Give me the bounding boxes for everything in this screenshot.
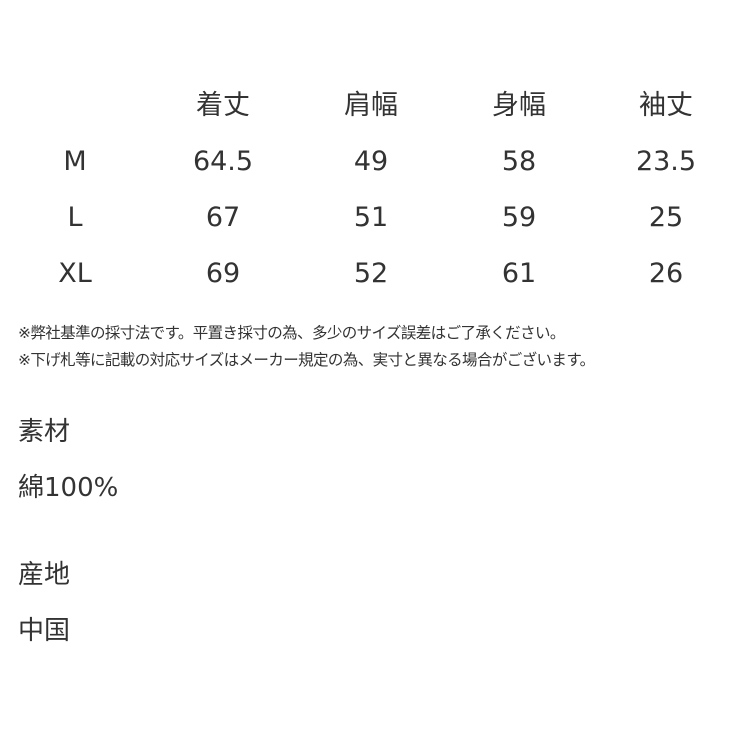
size-label: L: [67, 202, 83, 233]
material-label: 素材: [18, 417, 71, 447]
header-sleeve: 袖丈: [639, 90, 693, 121]
table-cell: 51: [353, 202, 389, 233]
header-chest: 身幅: [492, 90, 546, 121]
table-cell: 58: [501, 146, 537, 177]
table-cell: 64.5: [192, 146, 254, 177]
size-label: M: [63, 146, 87, 177]
size-label: XL: [58, 258, 92, 289]
table-cell: 26: [648, 258, 684, 289]
table-cell: 59: [501, 202, 537, 233]
measurement-note: ※弊社基準の採寸法です。平置き採寸の為、多少のサイズ誤差はご了承ください。: [18, 324, 565, 342]
table-cell: 49: [353, 146, 389, 177]
table-cell: 52: [353, 258, 389, 289]
origin-value: 中国: [18, 616, 71, 646]
header-length: 着丈: [196, 90, 250, 121]
size-tag-note: ※下げ札等に記載の対応サイズはメーカー規定の為、実寸と異なる場合がございます。: [18, 351, 595, 369]
header-shoulder: 肩幅: [344, 90, 398, 121]
origin-label: 産地: [18, 560, 71, 590]
table-cell: 25: [648, 202, 684, 233]
table-cell: 69: [205, 258, 241, 289]
table-cell: 67: [205, 202, 241, 233]
table-cell: 61: [501, 258, 537, 289]
table-cell: 23.5: [635, 146, 697, 177]
material-value: 綿100%: [18, 473, 119, 503]
